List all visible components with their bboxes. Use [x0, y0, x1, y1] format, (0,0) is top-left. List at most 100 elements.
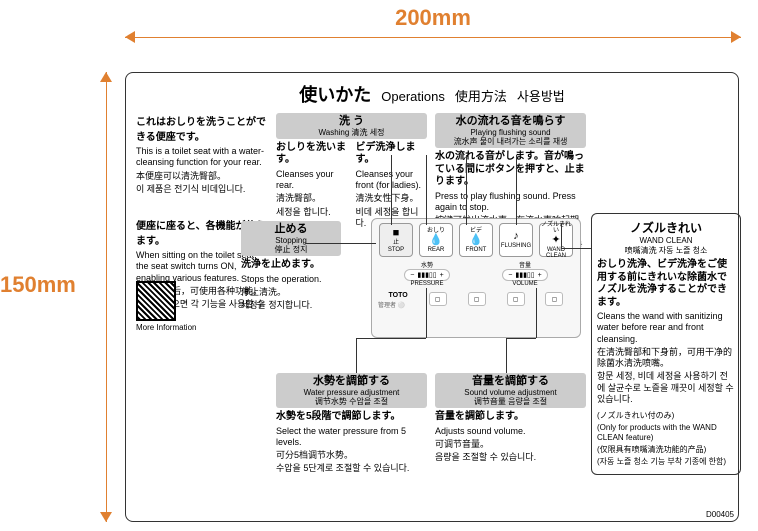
bide-icon: 💧	[469, 235, 483, 246]
volume-header: 音量を調節する Sound volume adjustment 调节音量 음량을…	[435, 373, 586, 408]
stop-ko: 세정을 정지합니다.	[241, 300, 341, 311]
wash-rear-en: Cleanses your rear.	[276, 169, 348, 192]
remote-mgmt-label: 管理者 ⚪	[378, 300, 405, 309]
wash-header: 洗 う Washing 清洗 세정	[276, 113, 427, 139]
volume-en: Adjusts sound volume.	[435, 426, 586, 437]
dimension-top: 200mm	[125, 5, 741, 45]
tiny-btn-1: ▢	[429, 292, 447, 306]
intro-zh: 本便座可以清洗臀部。	[136, 171, 271, 182]
wand-hdr-en: WAND CLEAN	[597, 236, 735, 245]
stop-en: Stops the operation.	[241, 274, 341, 285]
wand-notes: (ノズルきれい付のみ) (Only for products with the …	[597, 411, 735, 467]
right-column: ノズルきれい WAND CLEAN 喷嘴清洗 자동 노즐 청소 おしり洗浄、ビデ…	[591, 213, 741, 475]
stop-texts: 洗浄を止めます。 Stops the operation. 停止清洗。 세정을 …	[241, 259, 341, 311]
stop-zh: 停止清洗。	[241, 287, 341, 298]
tiny-btn-2: ▢	[468, 292, 486, 306]
arrow-down-icon	[100, 512, 112, 522]
wash-rear-zh: 清洗臀部。	[276, 193, 348, 204]
lead-line	[561, 248, 591, 249]
height-arrow	[100, 72, 112, 522]
wand-header: ノズルきれい WAND CLEAN 喷嘴清洗 자동 노즐 청소	[597, 219, 735, 256]
remote-slider-row: 水勢 −▮▮▮▯▯+ PRESSURE 音量 −▮▮▮▯▯+ VOLUME	[372, 257, 580, 290]
wash-rear-jp: おしりを洗います。	[276, 142, 348, 167]
pressure-en: Select the water pressure from 5 levels.	[276, 426, 427, 449]
remote-illustration: ■止STOP おしり💧REAR ビデ💧FRONT ♪FLUSHING ノズルきれ…	[371, 218, 581, 338]
intro-block: これはおしりを洗うことができる便座です。 This is a toilet se…	[136, 113, 271, 195]
volume-hdr-sub: Sound volume adjustment	[437, 388, 584, 397]
pressure-header: 水勢を調節する Water pressure adjustment 调节水势 수…	[276, 373, 427, 408]
title-jp: 使いかた	[299, 85, 371, 105]
minus-icon: −	[410, 272, 414, 279]
volume-slider: −▮▮▮▯▯+	[502, 269, 547, 281]
pressure-slider-group: 水勢 −▮▮▮▯▯+ PRESSURE	[404, 260, 449, 287]
stop-icon: ■	[393, 228, 400, 239]
intro-ko: 이 제품은 전기식 비데입니다.	[136, 184, 271, 195]
wand-note-en: (Only for products with the WAND CLEAN f…	[597, 423, 735, 443]
stop-jp: 洗浄を止めます。	[241, 259, 341, 272]
wash-rear: おしりを洗います。 Cleanses your rear. 清洗臀部。 세정을 …	[276, 142, 348, 231]
rear-icon: 💧	[429, 235, 443, 246]
tiny-btn-4: ▢	[545, 292, 563, 306]
more-info-label: More Information	[136, 323, 196, 332]
arrow-left-icon	[125, 31, 135, 43]
pressure-hdr-jp: 水勢を調節する	[278, 375, 425, 388]
lead-line	[506, 338, 536, 339]
more-info-block: More Information	[136, 281, 196, 332]
tiny-btn-3: ▢	[507, 292, 525, 306]
instruction-sheet: 使いかた Operations 使用方法 사용방법 これはおしりを洗うことができ…	[125, 72, 739, 522]
volume-texts: 音量を調節します。 Adjusts sound volume. 可调节音量。 음…	[435, 411, 586, 463]
minus-icon: −	[508, 272, 512, 279]
flush-hdr-jp: 水の流れる音を鳴らす	[437, 115, 584, 128]
plus-icon: +	[538, 272, 542, 279]
stop-block: 止める Stopping 停止 정지 洗浄を止めます。 Stops the op…	[241, 221, 341, 313]
wash-hdr-sub: Washing 清洗 세정	[278, 128, 425, 137]
volume-hdr-jp: 音量を調節する	[437, 375, 584, 388]
wand-jp: おしり洗浄、ビデ洗浄をご使用する前にきれいな除菌水でノズルを洗浄することができま…	[597, 259, 735, 309]
lead-line	[306, 243, 376, 244]
volume-hdr-sub2: 调节音量 음량을 조절	[437, 397, 584, 406]
remote-sound-button: ♪FLUSHING	[499, 223, 533, 257]
volume-label-en: VOLUME	[502, 281, 547, 287]
plus-icon: +	[440, 272, 444, 279]
remote-bide-button: ビデ💧FRONT	[459, 223, 493, 257]
pressure-texts: 水勢を5段階で調節します。 Select the water pressure …	[276, 411, 427, 475]
wand-ko: 항문 세정, 비데 세정을 사용하기 전에 살균수로 노즐을 깨끗이 세정할 수…	[597, 371, 735, 405]
pressure-ko: 수압을 5단계로 조절할 수 있습니다.	[276, 463, 427, 474]
dimension-left: 150mm	[0, 72, 120, 522]
lead-line	[561, 223, 562, 248]
lead-line	[516, 155, 517, 225]
lead-line	[466, 155, 467, 225]
remote-stop-button: ■止STOP	[379, 223, 413, 257]
qr-code-icon	[136, 281, 176, 321]
wand-note-jp: (ノズルきれい付のみ)	[597, 411, 735, 421]
pressure-label-en: PRESSURE	[404, 281, 449, 287]
intro-jp: これはおしりを洗うことができる便座です。	[136, 113, 271, 143]
volume-label: 音量	[502, 260, 547, 269]
wand-en: Cleans the wand with sanitizing water be…	[597, 311, 735, 345]
wand-note-zh: (仅限具有喷嘴清洗功能的产品)	[597, 445, 735, 455]
pressure-slider: −▮▮▮▯▯+	[404, 269, 449, 281]
width-label: 200mm	[125, 5, 741, 31]
lead-line	[356, 338, 357, 373]
canvas: 200mm 150mm 使いかた Operations 使用方法 사용방법	[0, 0, 758, 531]
sound-icon: ♪	[513, 231, 519, 242]
height-label: 150mm	[0, 272, 76, 298]
content-grid: これはおしりを洗うことができる便座です。 This is a toilet se…	[136, 113, 728, 503]
arrow-up-icon	[100, 72, 112, 82]
title-en: Operations	[381, 89, 445, 104]
volume-jp: 音量を調節します。	[435, 411, 586, 424]
flush-jp: 水の流れる音がします。音が鳴っている間にボタンを押すと、止まります。	[435, 151, 586, 189]
wand-note-ko: (자동 노즐 청소 기능 부착 기종에 한함)	[597, 457, 735, 467]
wash-hdr-jp: 洗 う	[278, 115, 425, 128]
remote-wand-button: ノズルきれい✦WAND CLEAN	[539, 223, 573, 257]
lead-line	[426, 288, 427, 338]
stop-hdr-jp: 止める	[243, 223, 339, 236]
flush-hdr-sub: Playing flushing sound	[437, 128, 584, 137]
intro-en: This is a toilet seat with a water-clean…	[136, 146, 271, 169]
stop-hdr-sub2: 停止 정지	[243, 245, 339, 254]
volume-ko: 음량을 조절할 수 있습니다.	[435, 452, 586, 463]
stop-header: 止める Stopping 停止 정지	[241, 221, 341, 256]
title-ko: 사용방법	[517, 89, 565, 104]
title-row: 使いかた Operations 使用方法 사용방법	[136, 81, 728, 107]
lead-line	[506, 338, 507, 373]
